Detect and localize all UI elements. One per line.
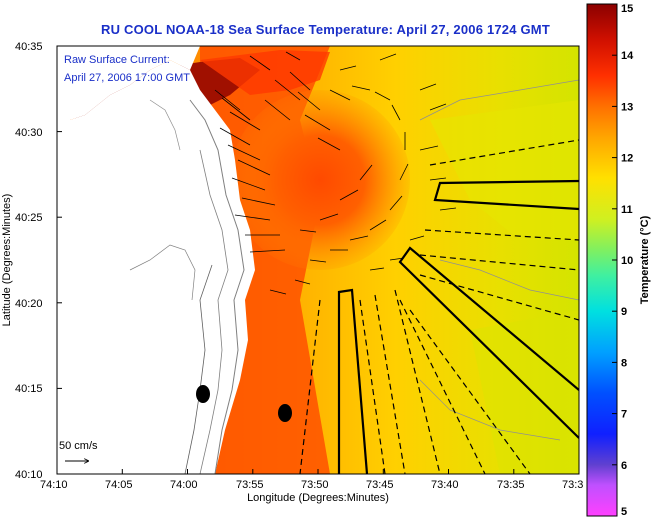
survey-sectors <box>337 179 579 474</box>
current-label-line1: Raw Surface Current: <box>64 54 170 66</box>
x-tick-label: 73:40 <box>431 479 459 491</box>
x-axis: 74:10 74:05 74:00 73:55 73:50 73:45 73:4… <box>40 469 583 491</box>
warm-patch <box>200 50 330 95</box>
y-tick-label: 40:30 <box>15 127 43 139</box>
current-label-line2: April 27, 2006 17:00 GMT <box>64 72 190 84</box>
colorbar-tick-label: 6 <box>621 460 627 472</box>
radar-radial-lines <box>299 139 579 474</box>
land <box>57 46 255 474</box>
bay-contour <box>129 244 196 301</box>
colorbar-tick-label: 8 <box>621 357 627 369</box>
colorbar-tick-label: 12 <box>621 153 633 165</box>
land-north <box>57 46 200 120</box>
cool-patch-southeast <box>470 310 579 474</box>
x-tick-label: 74:10 <box>40 479 68 491</box>
offshore-contour-3 <box>419 79 579 121</box>
x-tick-label: 73:3 <box>562 479 583 491</box>
y-axis: 40:35 40:30 40:25 40:20 40:15 40:10 <box>15 41 62 481</box>
colorbar-label: Temperature (°C) <box>639 215 651 304</box>
colorbar-tick-label: 13 <box>621 101 633 113</box>
warm-eddy <box>230 90 410 270</box>
station-marker-1 <box>196 385 210 403</box>
bathymetry-contour-1 <box>199 149 229 474</box>
station-marker-2 <box>278 404 292 422</box>
x-axis-title: Longitude (Degrees:Minutes) <box>247 492 389 504</box>
y-tick-label: 40:15 <box>15 383 43 395</box>
x-tick-label: 74:00 <box>170 479 198 491</box>
y-tick-label: 40:25 <box>15 212 43 224</box>
y-tick-label: 40:35 <box>15 41 43 53</box>
y-tick-label: 40:20 <box>15 298 43 310</box>
river-contour <box>149 99 181 151</box>
colorbar-ticks: 15 14 13 12 11 10 9 8 7 6 5 <box>612 3 634 518</box>
offshore-contour-2 <box>439 259 579 301</box>
current-vectors <box>214 51 457 295</box>
x-tick-label: 73:55 <box>236 479 264 491</box>
colorbar-tick-label: 7 <box>621 409 627 421</box>
colorbar-tick-label: 11 <box>621 204 633 216</box>
x-tick-label: 74:05 <box>105 479 133 491</box>
offshore-contour-1 <box>419 379 561 441</box>
y-axis-title: Latitude (Degrees:Minutes) <box>1 194 13 327</box>
coastline-contour <box>189 99 245 474</box>
colorbar-tick-label: 15 <box>621 3 633 15</box>
plot-area <box>57 46 579 474</box>
chart-title: RU COOL NOAA-18 Sea Surface Temperature:… <box>101 22 550 37</box>
cool-patch-east <box>430 100 579 240</box>
colorbar-tick-label: 5 <box>621 506 627 518</box>
scale-label: 50 cm/s <box>59 440 98 452</box>
bathymetry-contour-2 <box>184 264 213 474</box>
colorbar-tick-label: 14 <box>621 50 634 62</box>
colorbar-tick-label: 9 <box>621 306 627 318</box>
x-tick-label: 73:35 <box>497 479 525 491</box>
y-tick-label: 40:10 <box>15 469 43 481</box>
colorbar: 15 14 13 12 11 10 9 8 7 6 5 Temperature (°C) <box>586 3 651 518</box>
x-tick-label: 73:50 <box>301 479 329 491</box>
colorbar-tick-label: 10 <box>621 255 633 267</box>
x-tick-label: 73:45 <box>366 479 394 491</box>
